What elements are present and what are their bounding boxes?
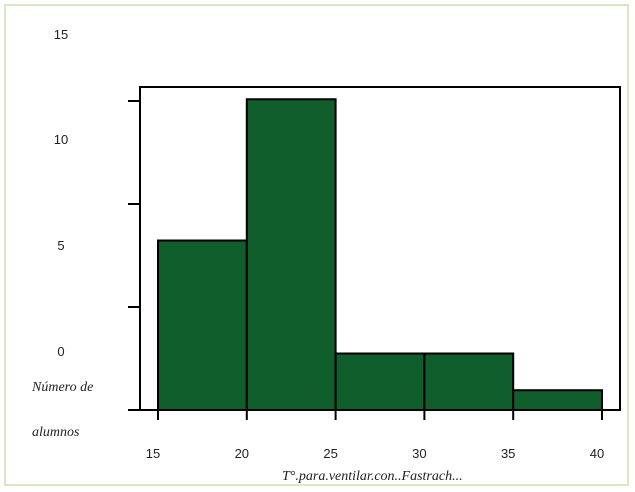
y-tick-label-5: 5 <box>57 238 64 253</box>
histogram-bar-4 <box>423 352 515 411</box>
x-tick-label-30: 30 <box>412 446 426 461</box>
bars-group <box>157 98 604 412</box>
x-tick-label-25: 25 <box>323 446 337 461</box>
x-tick-label-40: 40 <box>590 446 604 461</box>
histogram-bar-5 <box>512 389 604 412</box>
axes-group <box>128 86 621 420</box>
histogram-bar-1 <box>157 239 248 411</box>
y-tick-label-10: 10 <box>54 132 68 147</box>
y-tick-label-15: 15 <box>54 27 68 42</box>
y-axis-label-line2: alumnos <box>32 425 80 440</box>
histogram-bar-3 <box>334 352 426 411</box>
y-axis-label-line1: Número de <box>31 380 93 395</box>
x-tick-label-35: 35 <box>501 446 515 461</box>
x-tick-label-15: 15 <box>146 446 160 461</box>
x-tick-labels: 15 20 25 30 35 40 <box>146 446 604 461</box>
y-tick-label-0: 0 <box>57 344 64 359</box>
y-tick-labels: 15 10 5 0 <box>54 27 68 359</box>
x-tick-label-20: 20 <box>235 446 249 461</box>
x-axis-label: T°.para.ventilar.con..Fastrach... <box>282 469 463 484</box>
histogram-bar-2 <box>245 98 337 411</box>
